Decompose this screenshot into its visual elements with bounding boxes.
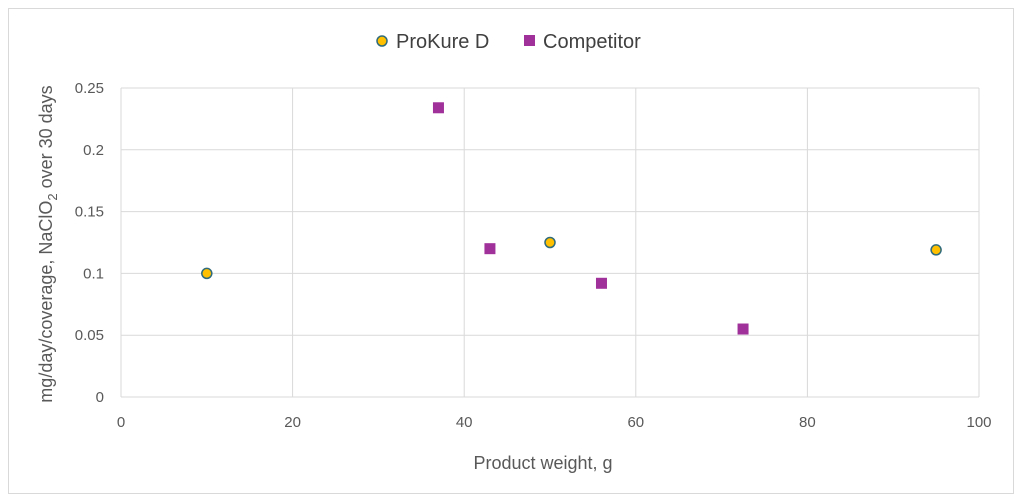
legend-item-prokure: ProKure D [376, 31, 489, 53]
x-tick-label: 40 [456, 414, 473, 431]
legend: ProKure D Competitor [376, 31, 641, 53]
point-competitor [432, 102, 444, 114]
x-tick-label: 0 [117, 414, 125, 431]
x-tick-label: 60 [627, 414, 644, 431]
y-tick-label: 0.1 [83, 265, 104, 282]
legend-item-competitor: Competitor [524, 31, 641, 53]
y-tick-label: 0 [96, 389, 104, 406]
point-prokure [201, 267, 213, 280]
legend-marker-competitor [524, 35, 535, 46]
y-tick-label: 0.2 [83, 142, 104, 159]
point-prokure [544, 236, 556, 249]
y-axis-title-main: mg/day/coverage, NaClO [36, 201, 56, 403]
y-tick-label: 0.25 [75, 80, 104, 97]
y-tick-label: 0.15 [75, 204, 104, 221]
tick-labels: 0 0.05 0.1 0.15 0.2 0.25 0 20 40 60 80 100 [75, 80, 992, 431]
data-points [201, 102, 942, 335]
legend-marker-prokure [376, 35, 388, 47]
chart-frame [8, 8, 1014, 494]
x-axis-title: Product weight, g [473, 453, 612, 473]
y-axis-title-subscript: 2 [45, 193, 60, 200]
gridlines [120, 87, 980, 398]
legend-label-prokure: ProKure D [396, 31, 489, 53]
legend-label-competitor: Competitor [543, 31, 641, 53]
y-axis-title: mg/day/coverage, NaClO2 over 30 days [36, 85, 60, 402]
x-tick-label: 20 [284, 414, 301, 431]
y-axis-title-suffix: over 30 days [36, 85, 56, 193]
y-tick-label: 0.05 [75, 327, 104, 344]
point-competitor [484, 243, 496, 255]
point-prokure [930, 244, 942, 256]
point-competitor [595, 277, 607, 289]
x-tick-label: 80 [799, 414, 816, 431]
x-tick-label: 100 [966, 414, 991, 431]
point-competitor [737, 323, 749, 335]
